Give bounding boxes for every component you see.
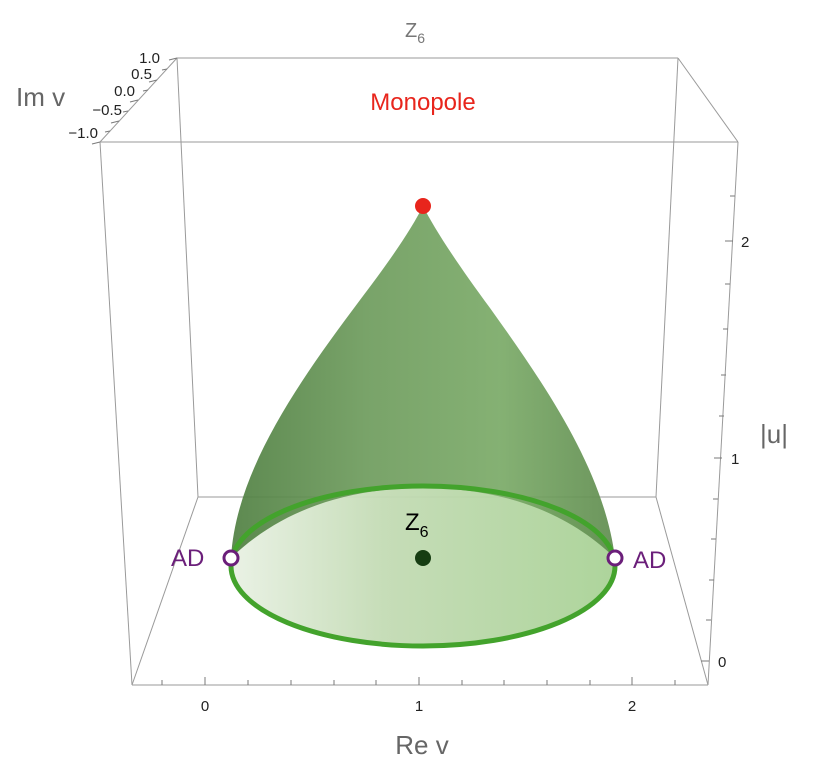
- z-tick-labels: 0 1 2: [718, 234, 749, 671]
- y-tick-labels: 1.0 0.5 0.0 −0.5 −1.0: [68, 50, 160, 142]
- z-axis-ticks: [701, 195, 735, 662]
- ad-point-left: [222, 549, 240, 567]
- ad-point-right: [606, 549, 624, 567]
- x-axis-ticks: [161, 677, 676, 685]
- z-axis-label: |u|: [760, 419, 788, 449]
- z-tick-label: 1: [731, 451, 739, 468]
- x-tick-label: 1: [415, 698, 423, 715]
- x-tick-label: 2: [628, 698, 636, 715]
- z-tick-label: 2: [741, 234, 749, 251]
- z-tick-label: 0: [718, 654, 726, 671]
- monopole-label: Monopole: [370, 89, 475, 116]
- x-tick-labels: 0 1 2: [201, 698, 636, 715]
- z6-label: Z6: [405, 509, 429, 541]
- y-axis-label: Im v: [16, 82, 65, 112]
- y-tick-label: −1.0: [68, 125, 98, 142]
- x-axis-label: Re v: [395, 730, 448, 760]
- y-tick-label: 1.0: [139, 50, 160, 67]
- z6-point: [415, 550, 431, 566]
- y-tick-label: −0.5: [92, 102, 122, 119]
- y-axis-ticks: [91, 57, 178, 145]
- cone-surface: [231, 206, 615, 646]
- ad-label-right: AD: [633, 547, 666, 574]
- x-tick-label: 0: [201, 698, 209, 715]
- y-tick-label: 0.5: [131, 66, 152, 83]
- data-points: [222, 198, 624, 567]
- ad-label-left: AD: [171, 545, 204, 572]
- cone-side: [231, 206, 615, 558]
- y-tick-label: 0.0: [114, 83, 135, 100]
- chart-title: Z6: [405, 20, 425, 46]
- monopole-point: [415, 198, 431, 214]
